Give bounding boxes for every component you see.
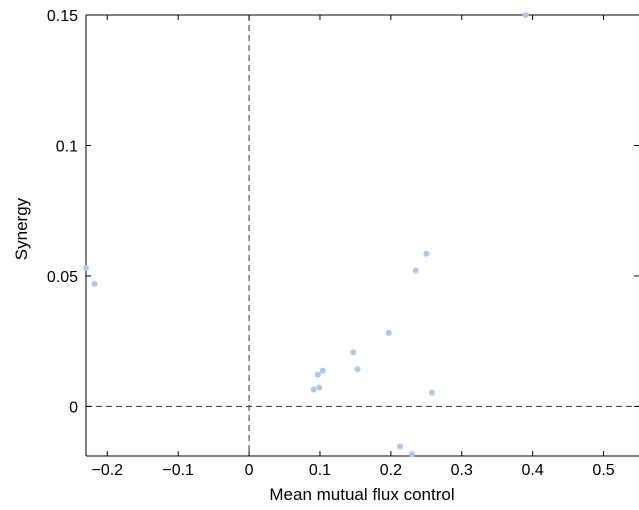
data-point xyxy=(314,371,321,378)
plot-area: −0.2 −0.1 0 0.1 0.2 0.3 0.4 0.5 0 0.05 0.1 0.15 xyxy=(47,8,639,479)
x-tick-label: 0.1 xyxy=(309,462,331,479)
data-point xyxy=(316,384,323,391)
data-point xyxy=(310,386,317,393)
x-tick-label: 0.4 xyxy=(522,462,544,479)
data-point xyxy=(397,443,404,450)
y-axis-label: Synergy xyxy=(12,197,31,260)
data-point xyxy=(428,389,435,396)
data-point xyxy=(412,267,419,274)
data-point xyxy=(91,280,98,287)
y-tick-label: 0.15 xyxy=(47,8,78,25)
x-tick-label: 0 xyxy=(245,462,254,479)
data-point xyxy=(354,366,361,373)
x-tick-label: 0.2 xyxy=(380,462,402,479)
y-tick-label: 0.1 xyxy=(56,138,78,155)
x-axis-label: Mean mutual flux control xyxy=(269,485,454,504)
x-tick-label: 0.5 xyxy=(592,462,614,479)
data-point xyxy=(83,265,89,272)
x-tick-label: −0.1 xyxy=(162,462,194,479)
data-point xyxy=(409,451,416,458)
data-point xyxy=(423,250,430,257)
x-tick-label: 0.3 xyxy=(451,462,473,479)
data-point xyxy=(350,349,357,356)
y-tick-label: 0.05 xyxy=(47,269,78,286)
x-tick-label: −0.2 xyxy=(91,462,123,479)
data-point xyxy=(522,12,529,18)
data-point xyxy=(385,329,392,336)
data-point xyxy=(319,367,326,374)
y-tick-label: 0 xyxy=(69,399,78,416)
